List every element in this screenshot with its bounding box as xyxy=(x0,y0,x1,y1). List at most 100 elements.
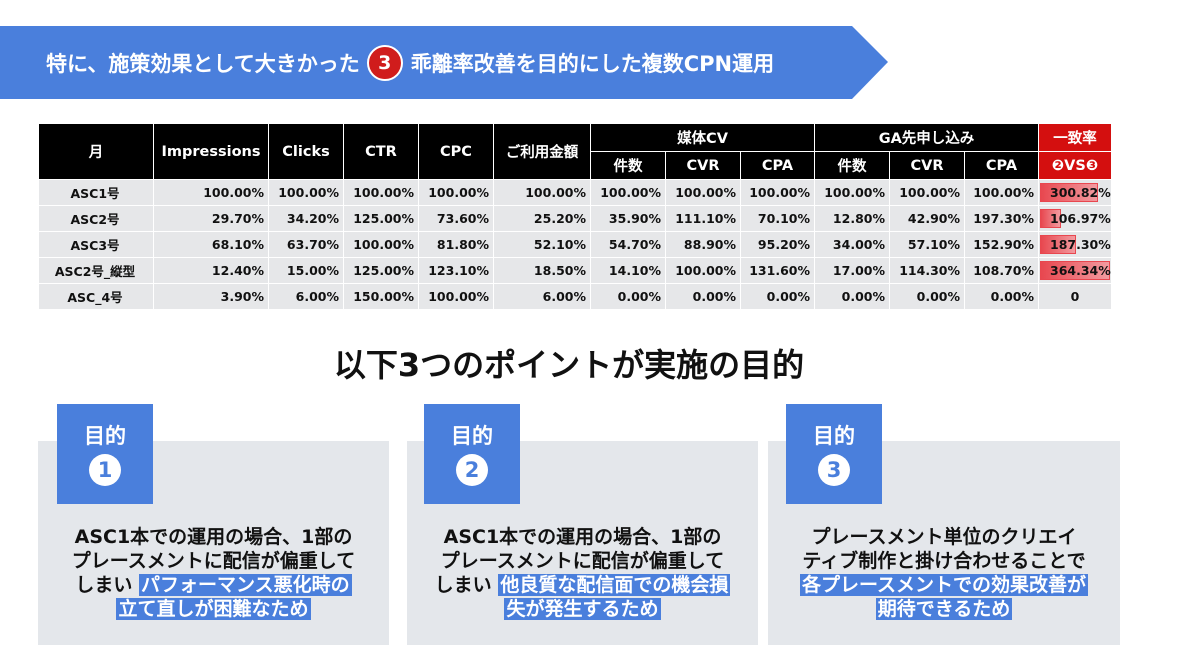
header-month: 月 xyxy=(38,123,154,180)
match-rate-value: 0 xyxy=(1070,289,1080,304)
cell-ctr: 150.00% xyxy=(343,283,419,310)
cell-cpc: 100.00% xyxy=(418,179,494,206)
cell-spend: 52.10% xyxy=(493,231,591,258)
cell-cpc: 123.10% xyxy=(418,257,494,284)
cell-spend: 25.20% xyxy=(493,205,591,232)
purpose-line: ASC1本での運用の場合、1部の xyxy=(443,526,722,548)
purpose-number-badge: 1 xyxy=(89,454,121,486)
purpose-highlight: 他良質な配信面での機会損 xyxy=(498,574,731,596)
purpose-text-2: ASC1本での運用の場合、1部の プレースメントに配信が偏重して しまい 他良質… xyxy=(407,525,758,621)
cell-ga-cpa: 152.90% xyxy=(964,231,1039,258)
cell-media-cpa: 131.60% xyxy=(740,257,815,284)
purpose-highlight: 各プレースメントでの効果改善が xyxy=(799,574,1089,596)
purpose-tab-3: 目的 3 xyxy=(786,404,882,504)
purpose-highlight: パフォーマンス悪化時の xyxy=(139,574,352,596)
cell-spend: 6.00% xyxy=(493,283,591,310)
purpose-line: プレースメントに配信が偏重して xyxy=(440,550,725,572)
table-row: ASC2号_縦型 12.40% 15.00% 125.00% 123.10% 18.50%… xyxy=(38,257,1112,284)
cell-spend: 18.50% xyxy=(493,257,591,284)
cell-ctr: 100.00% xyxy=(343,179,419,206)
purpose-tab-label: 目的 xyxy=(84,424,126,448)
cell-media-cpa: 0.00% xyxy=(740,283,815,310)
table-row: ASC3号 68.10% 63.70% 100.00% 81.80% 52.10% 54.7… xyxy=(38,231,1112,258)
cell-ga-count: 12.80% xyxy=(814,205,890,232)
header-vs: ❷VS❸ xyxy=(1038,151,1112,180)
purpose-line: しまい xyxy=(434,574,492,596)
header-spend: ご利用金額 xyxy=(493,123,591,180)
banner-number-badge: 3 xyxy=(366,44,403,81)
purpose-line: しまい xyxy=(75,574,133,596)
cell-media-cvr: 0.00% xyxy=(665,283,741,310)
cell-media-cvr: 100.00% xyxy=(665,179,741,206)
purpose-tab-label: 目的 xyxy=(813,424,855,448)
cell-clicks: 6.00% xyxy=(268,283,344,310)
purpose-tab-1: 目的 1 xyxy=(57,404,153,504)
cell-ga-count: 100.00% xyxy=(814,179,890,206)
cell-ctr: 125.00% xyxy=(343,257,419,284)
purpose-highlight: 期待できるため xyxy=(875,598,1013,620)
title-banner: 特に、施策効果として大きかった 3 乖離率改善を目的にした複数CPN運用 xyxy=(0,26,888,99)
banner-prefix: 特に、施策効果として大きかった xyxy=(46,51,360,76)
match-rate-value: 300.82% xyxy=(1050,185,1111,200)
cell-ctr: 100.00% xyxy=(343,231,419,258)
cell-clicks: 34.20% xyxy=(268,205,344,232)
header-impressions: Impressions xyxy=(153,123,269,180)
cell-media-cpa: 100.00% xyxy=(740,179,815,206)
purpose-line: ASC1本での運用の場合、1部の xyxy=(74,526,353,548)
cell-media-count: 35.90% xyxy=(590,205,666,232)
header-media-cpa: CPA xyxy=(740,151,815,180)
cell-cpc: 100.00% xyxy=(418,283,494,310)
purpose-tab-2: 目的 2 xyxy=(424,404,520,504)
purpose-number-badge: 2 xyxy=(456,454,488,486)
purpose-line: プレースメントに配信が偏重して xyxy=(71,550,356,572)
cell-media-cvr: 111.10% xyxy=(665,205,741,232)
row-name: ASC2号_縦型 xyxy=(38,257,154,284)
cell-impressions: 12.40% xyxy=(153,257,269,284)
match-rate-value: 187.30% xyxy=(1050,237,1111,252)
section-heading: 以下3つのポイントが実施の目的 xyxy=(333,346,805,384)
cell-ga-count: 0.00% xyxy=(814,283,890,310)
banner-suffix: 乖離率改善を目的にした複数CPN運用 xyxy=(410,51,775,76)
cell-ga-cvr: 114.30% xyxy=(889,257,965,284)
cell-impressions: 100.00% xyxy=(153,179,269,206)
cell-ga-cvr: 100.00% xyxy=(889,179,965,206)
cell-ga-cvr: 42.90% xyxy=(889,205,965,232)
cell-ga-cpa: 100.00% xyxy=(964,179,1039,206)
cell-ga-count: 34.00% xyxy=(814,231,890,258)
cell-cpc: 81.80% xyxy=(418,231,494,258)
cell-impressions: 3.90% xyxy=(153,283,269,310)
cell-ga-cpa: 197.30% xyxy=(964,205,1039,232)
cell-ga-count: 17.00% xyxy=(814,257,890,284)
cell-cpc: 73.60% xyxy=(418,205,494,232)
cell-ga-cpa: 0.00% xyxy=(964,283,1039,310)
row-name: ASC1号 xyxy=(38,179,154,206)
header-media-cvr: CVR xyxy=(665,151,741,180)
header-ga-pre: GA先申し込み xyxy=(814,123,1039,152)
header-ga-cpa: CPA xyxy=(964,151,1039,180)
purpose-line: プレースメント単位のクリエイ xyxy=(811,526,1077,548)
header-match-rate: 一致率 xyxy=(1038,123,1112,152)
cell-media-cvr: 88.90% xyxy=(665,231,741,258)
cell-clicks: 63.70% xyxy=(268,231,344,258)
cell-clicks: 15.00% xyxy=(268,257,344,284)
row-name: ASC3号 xyxy=(38,231,154,258)
purpose-highlight: 立て直しが困難なため xyxy=(116,598,311,620)
purpose-tab-label: 目的 xyxy=(451,424,493,448)
cell-match-rate: 187.30% xyxy=(1038,231,1112,258)
match-rate-bar xyxy=(1040,261,1110,280)
cell-media-count: 0.00% xyxy=(590,283,666,310)
header-media-count: 件数 xyxy=(590,151,666,180)
cell-match-rate: 364.34% xyxy=(1038,257,1112,284)
match-rate-bar xyxy=(1040,209,1061,228)
cell-media-count: 100.00% xyxy=(590,179,666,206)
table-row: ASC2号 29.70% 34.20% 125.00% 73.60% 25.20% 35.9… xyxy=(38,205,1112,232)
purpose-highlight: 失が発生するため xyxy=(504,598,661,620)
cell-ga-cvr: 0.00% xyxy=(889,283,965,310)
cell-media-count: 54.70% xyxy=(590,231,666,258)
table-row: ASC_4号 3.90% 6.00% 150.00% 100.00% 6.00% 0.00%… xyxy=(38,283,1112,310)
cell-match-rate: 0 xyxy=(1038,283,1112,310)
cell-impressions: 68.10% xyxy=(153,231,269,258)
row-name: ASC_4号 xyxy=(38,283,154,310)
purpose-text-1: ASC1本での運用の場合、1部の プレースメントに配信が偏重して しまい パフォ… xyxy=(38,525,389,621)
purpose-text-3: プレースメント単位のクリエイ ティブ制作と掛け合わせることで 各プレースメントで… xyxy=(768,525,1120,621)
